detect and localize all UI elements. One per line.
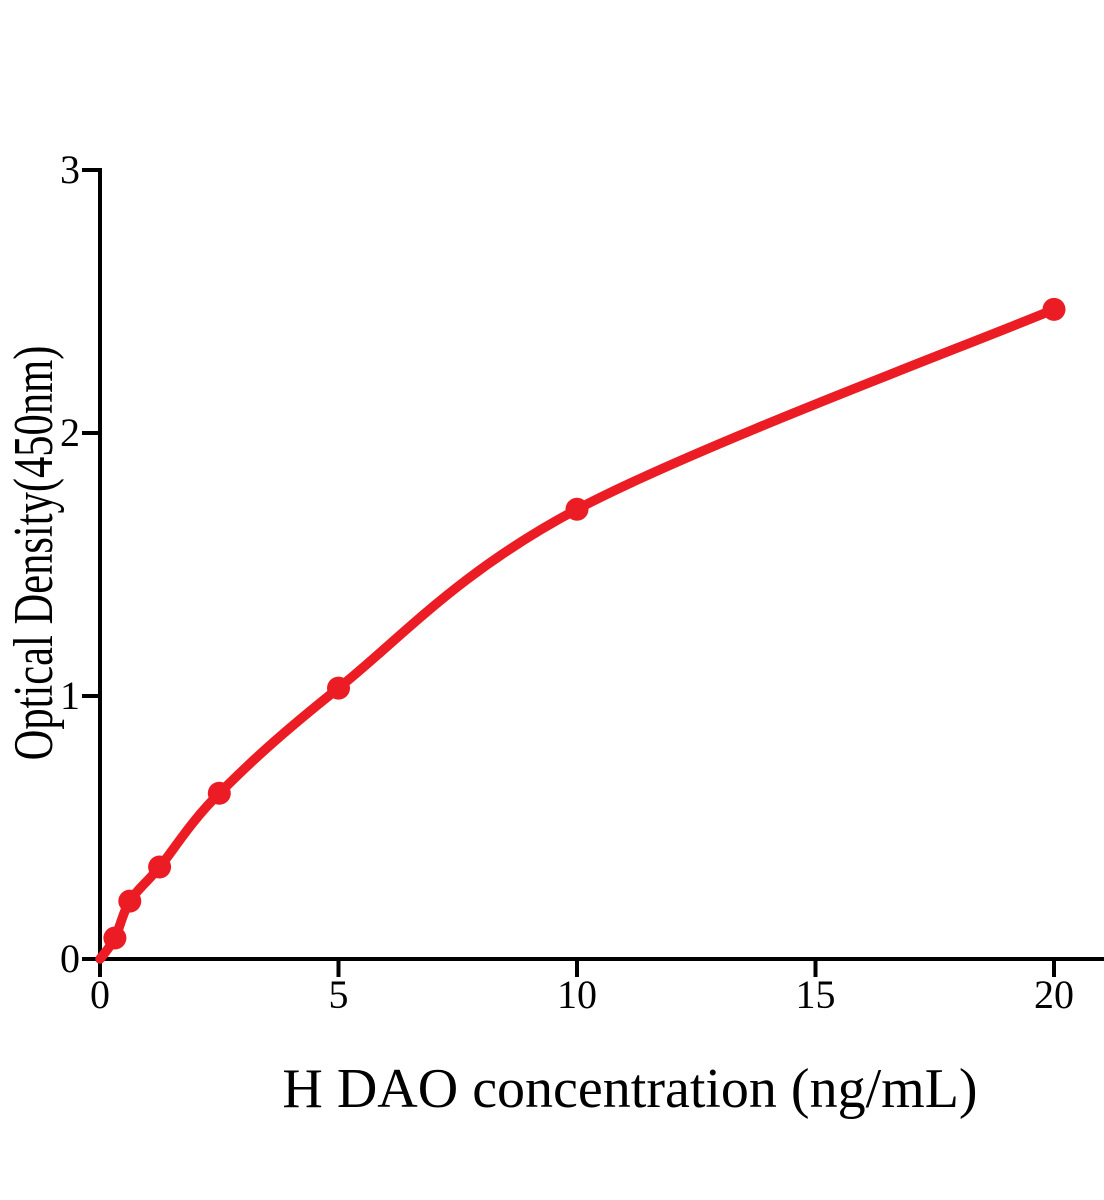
y-tick-label: 0 [60,936,80,981]
data-point-marker [327,676,350,700]
tick-label-layer: 0 5 10 15 20 0 1 2 3 [60,147,1074,1017]
standard-curve-line [95,304,1059,964]
series-layer [95,297,1066,964]
x-tick-label: 10 [557,972,597,1017]
x-tick-label: 20 [1034,972,1074,1017]
y-tick-label: 1 [60,673,80,718]
x-tick-label: 5 [329,972,349,1017]
x-axis-title: H DAO concentration (ng/mL) [282,1058,977,1120]
data-point-marker [103,926,127,950]
x-tick-label: 15 [796,972,836,1017]
y-axis-title: Optical Density(450nm) [2,346,64,761]
x-tick-label: 0 [90,972,110,1017]
y-tick-label: 3 [60,147,80,192]
y-tick-label: 2 [60,410,80,455]
data-point-marker [207,781,231,805]
data-point-marker [118,889,142,913]
data-point-marker [565,497,589,521]
data-point-marker [148,855,172,879]
axes-layer [82,168,1104,977]
data-point-marker [1042,297,1066,321]
